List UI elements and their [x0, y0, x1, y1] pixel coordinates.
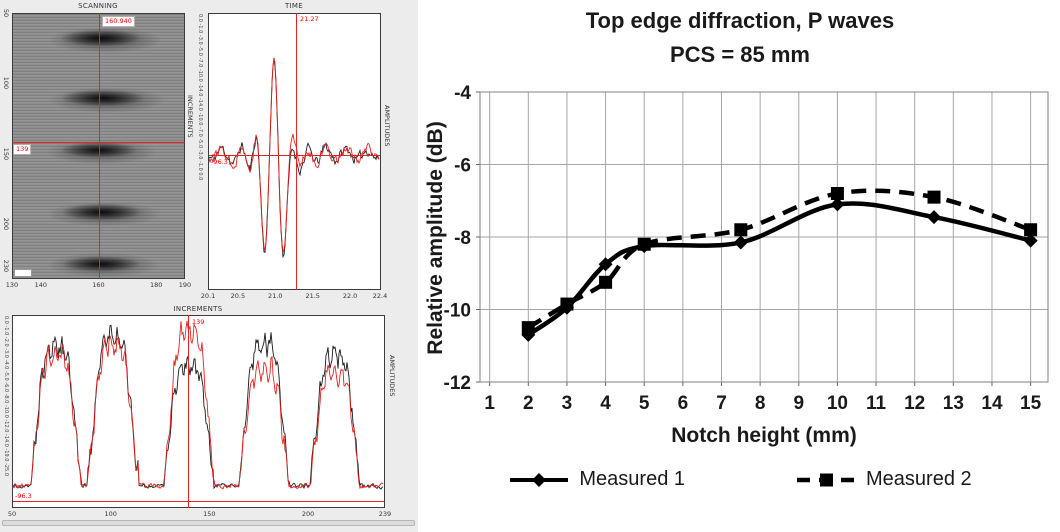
- scanning-right-axis-label: INCREMENTS: [186, 95, 194, 138]
- chart-title: Top edge diffraction, P waves: [585, 8, 895, 33]
- series-marker-square: [734, 223, 748, 237]
- series-line-2: [527, 188, 1032, 330]
- series-marker-square: [521, 321, 535, 335]
- x-tick-label: 4: [600, 393, 611, 414]
- x-tick-label: 9: [793, 393, 804, 414]
- increments-left-axis-scale: 0.0 -1.0 -2.0 -3.0 -4.0 -5.0 -6.0 -8.0 -…: [3, 316, 9, 476]
- series-marker-diamond: [927, 210, 942, 225]
- series-marker-diamond: [598, 257, 613, 272]
- axis-tick-label: 150: [2, 147, 10, 160]
- x-tick-label: 5: [639, 393, 650, 414]
- axis-tick-label: 50: [2, 8, 10, 18]
- time-panel-title: TIME: [284, 2, 304, 10]
- axis-tick-label: 230: [2, 260, 10, 273]
- axis-tick-label: 22.0: [342, 292, 358, 300]
- time-baseline-readout: -96.3: [211, 158, 228, 166]
- x-tick-label: 13: [943, 393, 964, 414]
- scanning-corner-widget: [14, 269, 32, 277]
- legend-item-measured-1[interactable]: Measured 1: [508, 468, 685, 491]
- axis-tick-label: 150: [203, 510, 216, 518]
- increments-baseline[interactable]: [13, 501, 384, 502]
- scanning-cursor-y-readout: 139: [13, 144, 32, 155]
- series-marker-diamond: [521, 327, 536, 342]
- time-ascan-view[interactable]: [208, 13, 381, 290]
- legend-label-measured-1: Measured 1: [579, 468, 685, 490]
- legend-item-measured-2[interactable]: Measured 2: [795, 468, 972, 491]
- legend-swatch-solid-diamond-icon: [510, 472, 569, 487]
- increments-panel-title: INCREMENTS: [173, 305, 223, 313]
- axis-tick-label: 22.4: [372, 292, 388, 300]
- series-marker-diamond: [1023, 233, 1038, 248]
- time-cursor-vertical[interactable]: [296, 13, 297, 290]
- axis-tick-label: 20.5: [230, 292, 246, 300]
- x-tick-label: 3: [562, 393, 573, 414]
- increments-view[interactable]: [12, 315, 385, 508]
- increments-cursor-vertical[interactable]: [188, 315, 189, 508]
- plot-border: [479, 91, 1049, 383]
- legend-label-measured-2: Measured 2: [866, 468, 972, 490]
- increments-baseline-readout: -96.3: [15, 492, 32, 500]
- time-baseline[interactable]: [209, 155, 380, 156]
- x-tick-label: 15: [1020, 393, 1042, 414]
- axis-tick-label: 200: [2, 217, 10, 231]
- x-tick-label: 2: [523, 393, 534, 414]
- increments-right-axis-label: AMPLITUDES: [388, 355, 396, 397]
- axis-tick-label: 130: [5, 281, 19, 289]
- x-tick-label: 1: [484, 393, 495, 414]
- x-tick-label: 12: [904, 393, 925, 414]
- series-marker-diamond: [637, 239, 652, 254]
- time-right-axis-label: AMPLITUDES: [383, 105, 391, 147]
- x-tick-label: 6: [678, 393, 689, 414]
- axis-tick-label: 180: [149, 281, 163, 289]
- time-left-axis-scale: 0.0 -1.0 -3.0 -5.0 -7.0 -10.0 -14.0 -14.…: [197, 14, 203, 181]
- axis-tick-label: 50: [7, 510, 17, 518]
- x-tick-label: 11: [866, 393, 887, 414]
- series-marker-square: [599, 275, 613, 289]
- chart-plot-area: 1 2 3 4 5 6 7 8 9 10 11 12 13 14 15-4-6-8-10-12: [444, 83, 1049, 414]
- series-marker-square: [1024, 223, 1038, 237]
- scanning-cursor-vertical[interactable]: [99, 13, 100, 279]
- y-tick-label: -6: [454, 156, 471, 177]
- series-line-1: [526, 201, 1032, 337]
- axis-tick-label: 20.1: [200, 292, 216, 300]
- series-marker-diamond: [733, 235, 748, 250]
- series-marker-square: [560, 297, 574, 311]
- increments-cursor-readout: 139: [192, 318, 205, 326]
- axis-tick-label: 140: [34, 281, 48, 289]
- axis-tick-label: 160: [92, 281, 105, 289]
- horizontal-scrollbar[interactable]: [2, 520, 415, 526]
- series-marker-square: [830, 187, 844, 200]
- ut-viewer: SCANNING 160.940 139 INCREMENTS TIME 21.…: [0, 0, 418, 532]
- x-tick-label: 10: [827, 393, 848, 414]
- chart-x-axis-title: Notch height (mm): [671, 424, 857, 447]
- legend-swatch-dashed-square-icon: [797, 473, 855, 486]
- series-marker-diamond: [830, 197, 845, 212]
- time-cursor-readout: 21.27: [300, 15, 319, 23]
- x-tick-label: 8: [755, 393, 766, 414]
- axis-tick-label: 21.5: [305, 292, 320, 300]
- scanning-bscan-view[interactable]: [12, 13, 185, 279]
- series-marker-square: [637, 237, 651, 251]
- scanning-cursor-x-readout: 160.940: [102, 16, 135, 27]
- chart-legend: Measured 1 Measured 2: [420, 468, 1060, 491]
- axis-tick-label: 200: [301, 510, 315, 518]
- chart-y-axis-title: Relative amplitude (dB): [424, 121, 447, 355]
- axis-tick-label: 21.0: [268, 292, 283, 300]
- x-tick-label: 7: [716, 393, 727, 414]
- scanning-panel-title: SCANNING: [78, 2, 118, 10]
- axis-tick-label: 100: [2, 77, 10, 90]
- axis-tick-label: 100: [104, 510, 117, 518]
- series-marker-square: [927, 190, 941, 204]
- scanning-cursor-horizontal[interactable]: [12, 142, 185, 143]
- chart-subtitle: PCS = 85 mm: [669, 42, 810, 67]
- y-tick-label: -4: [454, 83, 471, 104]
- axis-tick-label: 239: [378, 510, 392, 518]
- y-tick-label: -8: [454, 228, 471, 249]
- x-tick-label: 14: [981, 393, 1003, 414]
- series-marker-diamond: [559, 300, 574, 315]
- axis-tick-label: 190: [178, 281, 192, 289]
